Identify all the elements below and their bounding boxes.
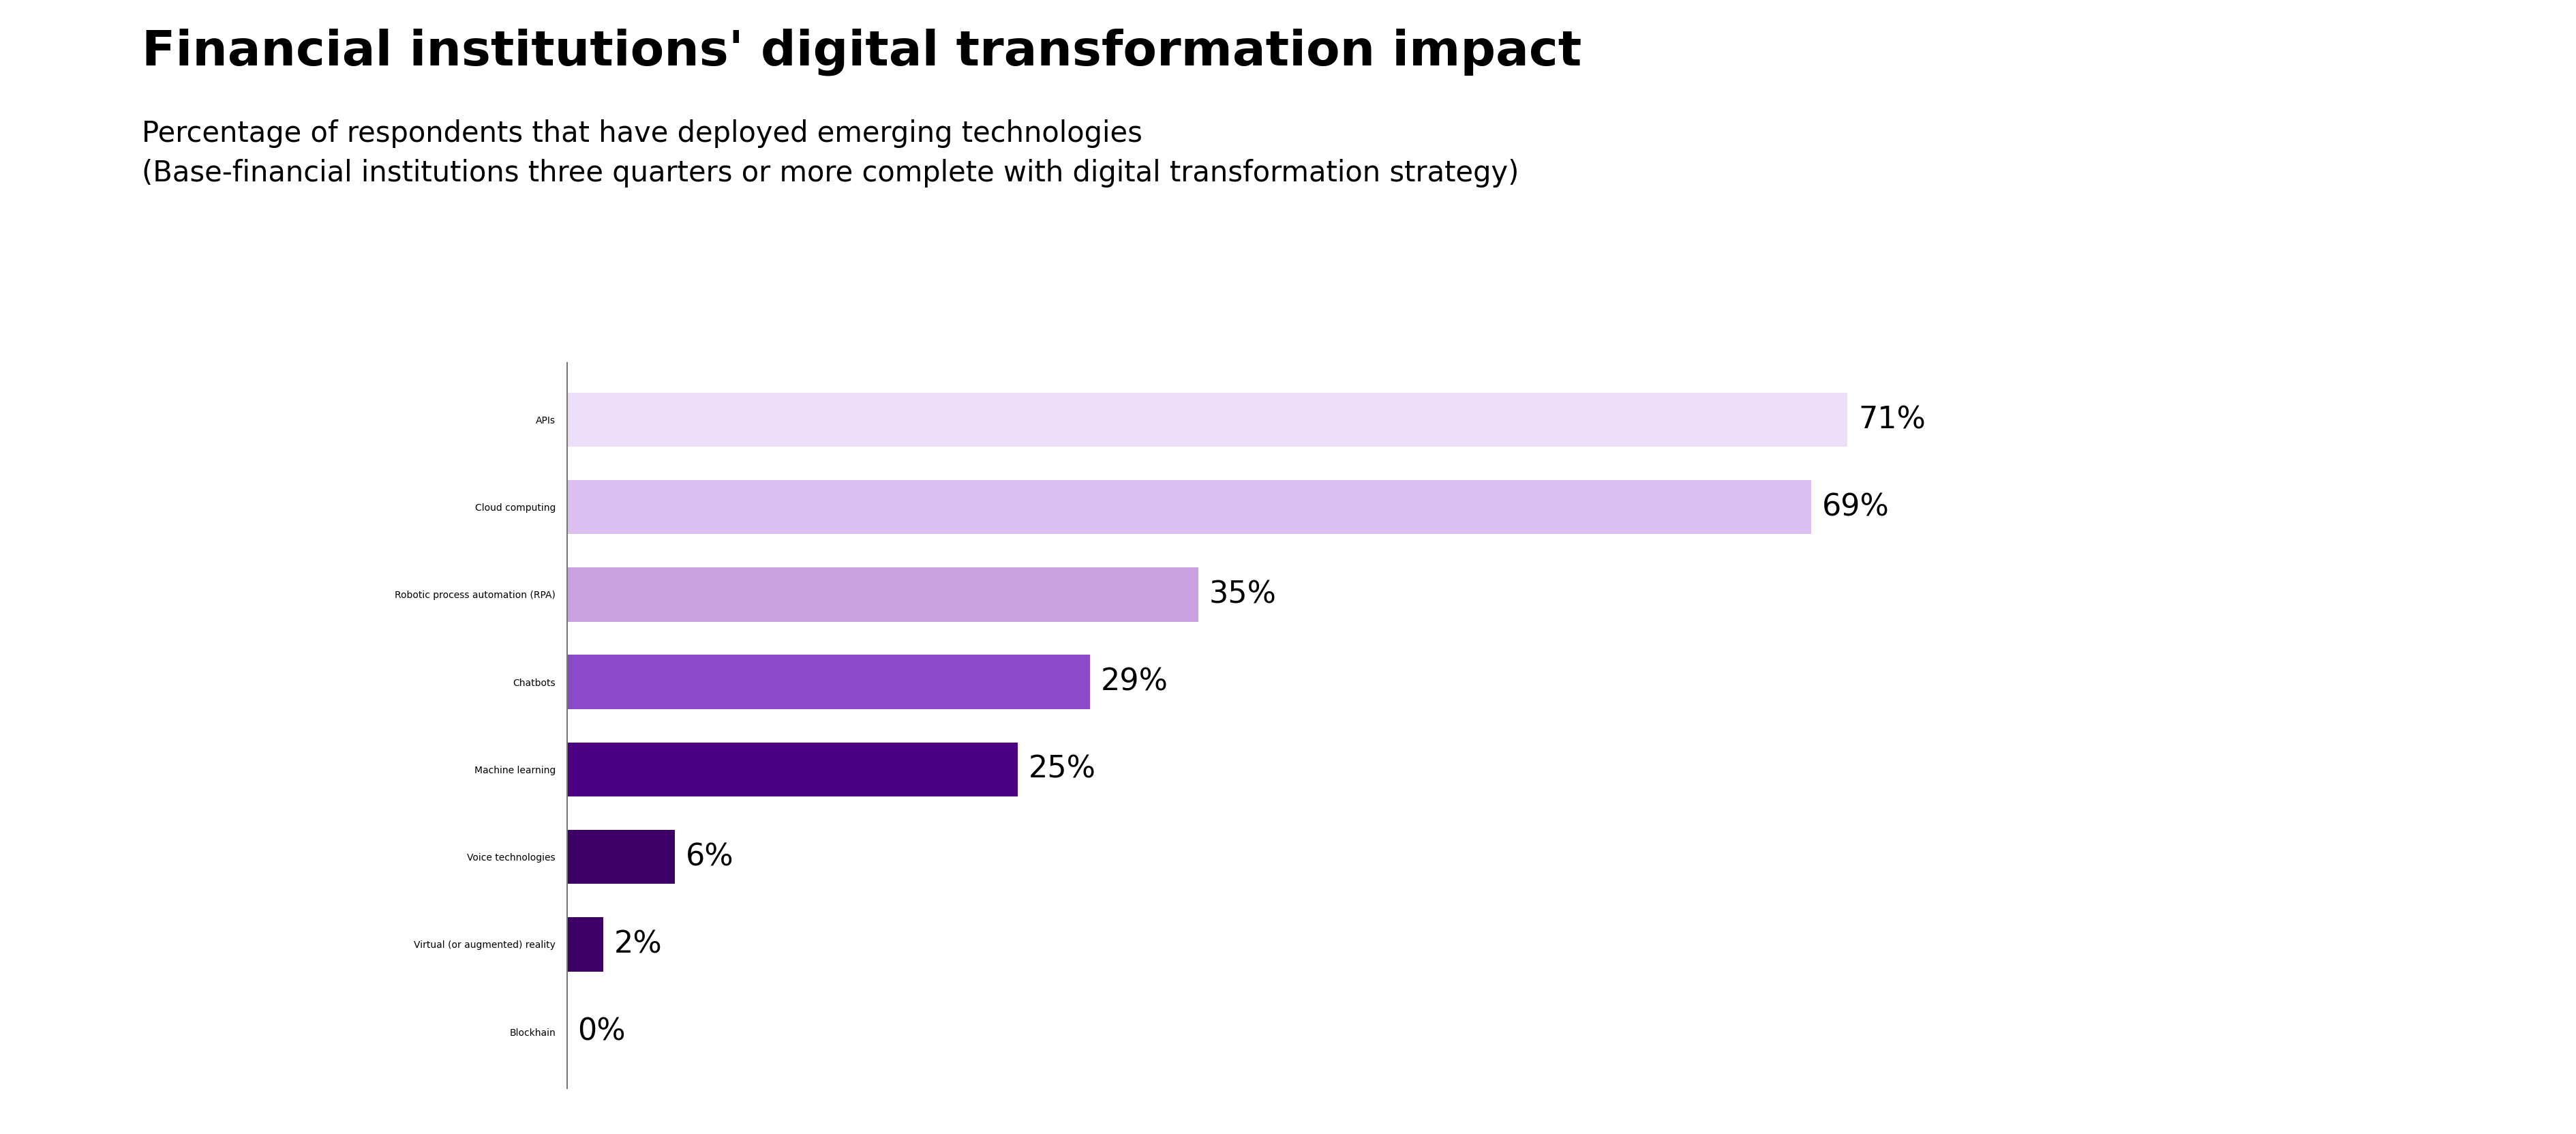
Text: 35%: 35% bbox=[1208, 579, 1275, 609]
Bar bbox=[567, 392, 1847, 447]
Text: Percentage of respondents that have deployed emerging technologies
(Base-financi: Percentage of respondents that have depl… bbox=[142, 119, 1517, 187]
Text: 69%: 69% bbox=[1821, 492, 1888, 522]
Text: 25%: 25% bbox=[1028, 755, 1095, 784]
Text: Financial institutions' digital transformation impact: Financial institutions' digital transfor… bbox=[142, 28, 1582, 76]
Text: 0%: 0% bbox=[577, 1017, 626, 1047]
Text: 6%: 6% bbox=[685, 843, 734, 872]
Text: 29%: 29% bbox=[1100, 668, 1167, 696]
Bar bbox=[567, 655, 1090, 709]
Bar bbox=[567, 480, 1811, 534]
Bar bbox=[567, 917, 603, 972]
Text: 71%: 71% bbox=[1857, 405, 1924, 434]
Bar bbox=[567, 567, 1198, 621]
Bar bbox=[567, 830, 675, 885]
Text: 2%: 2% bbox=[613, 930, 662, 959]
Bar bbox=[567, 743, 1018, 796]
